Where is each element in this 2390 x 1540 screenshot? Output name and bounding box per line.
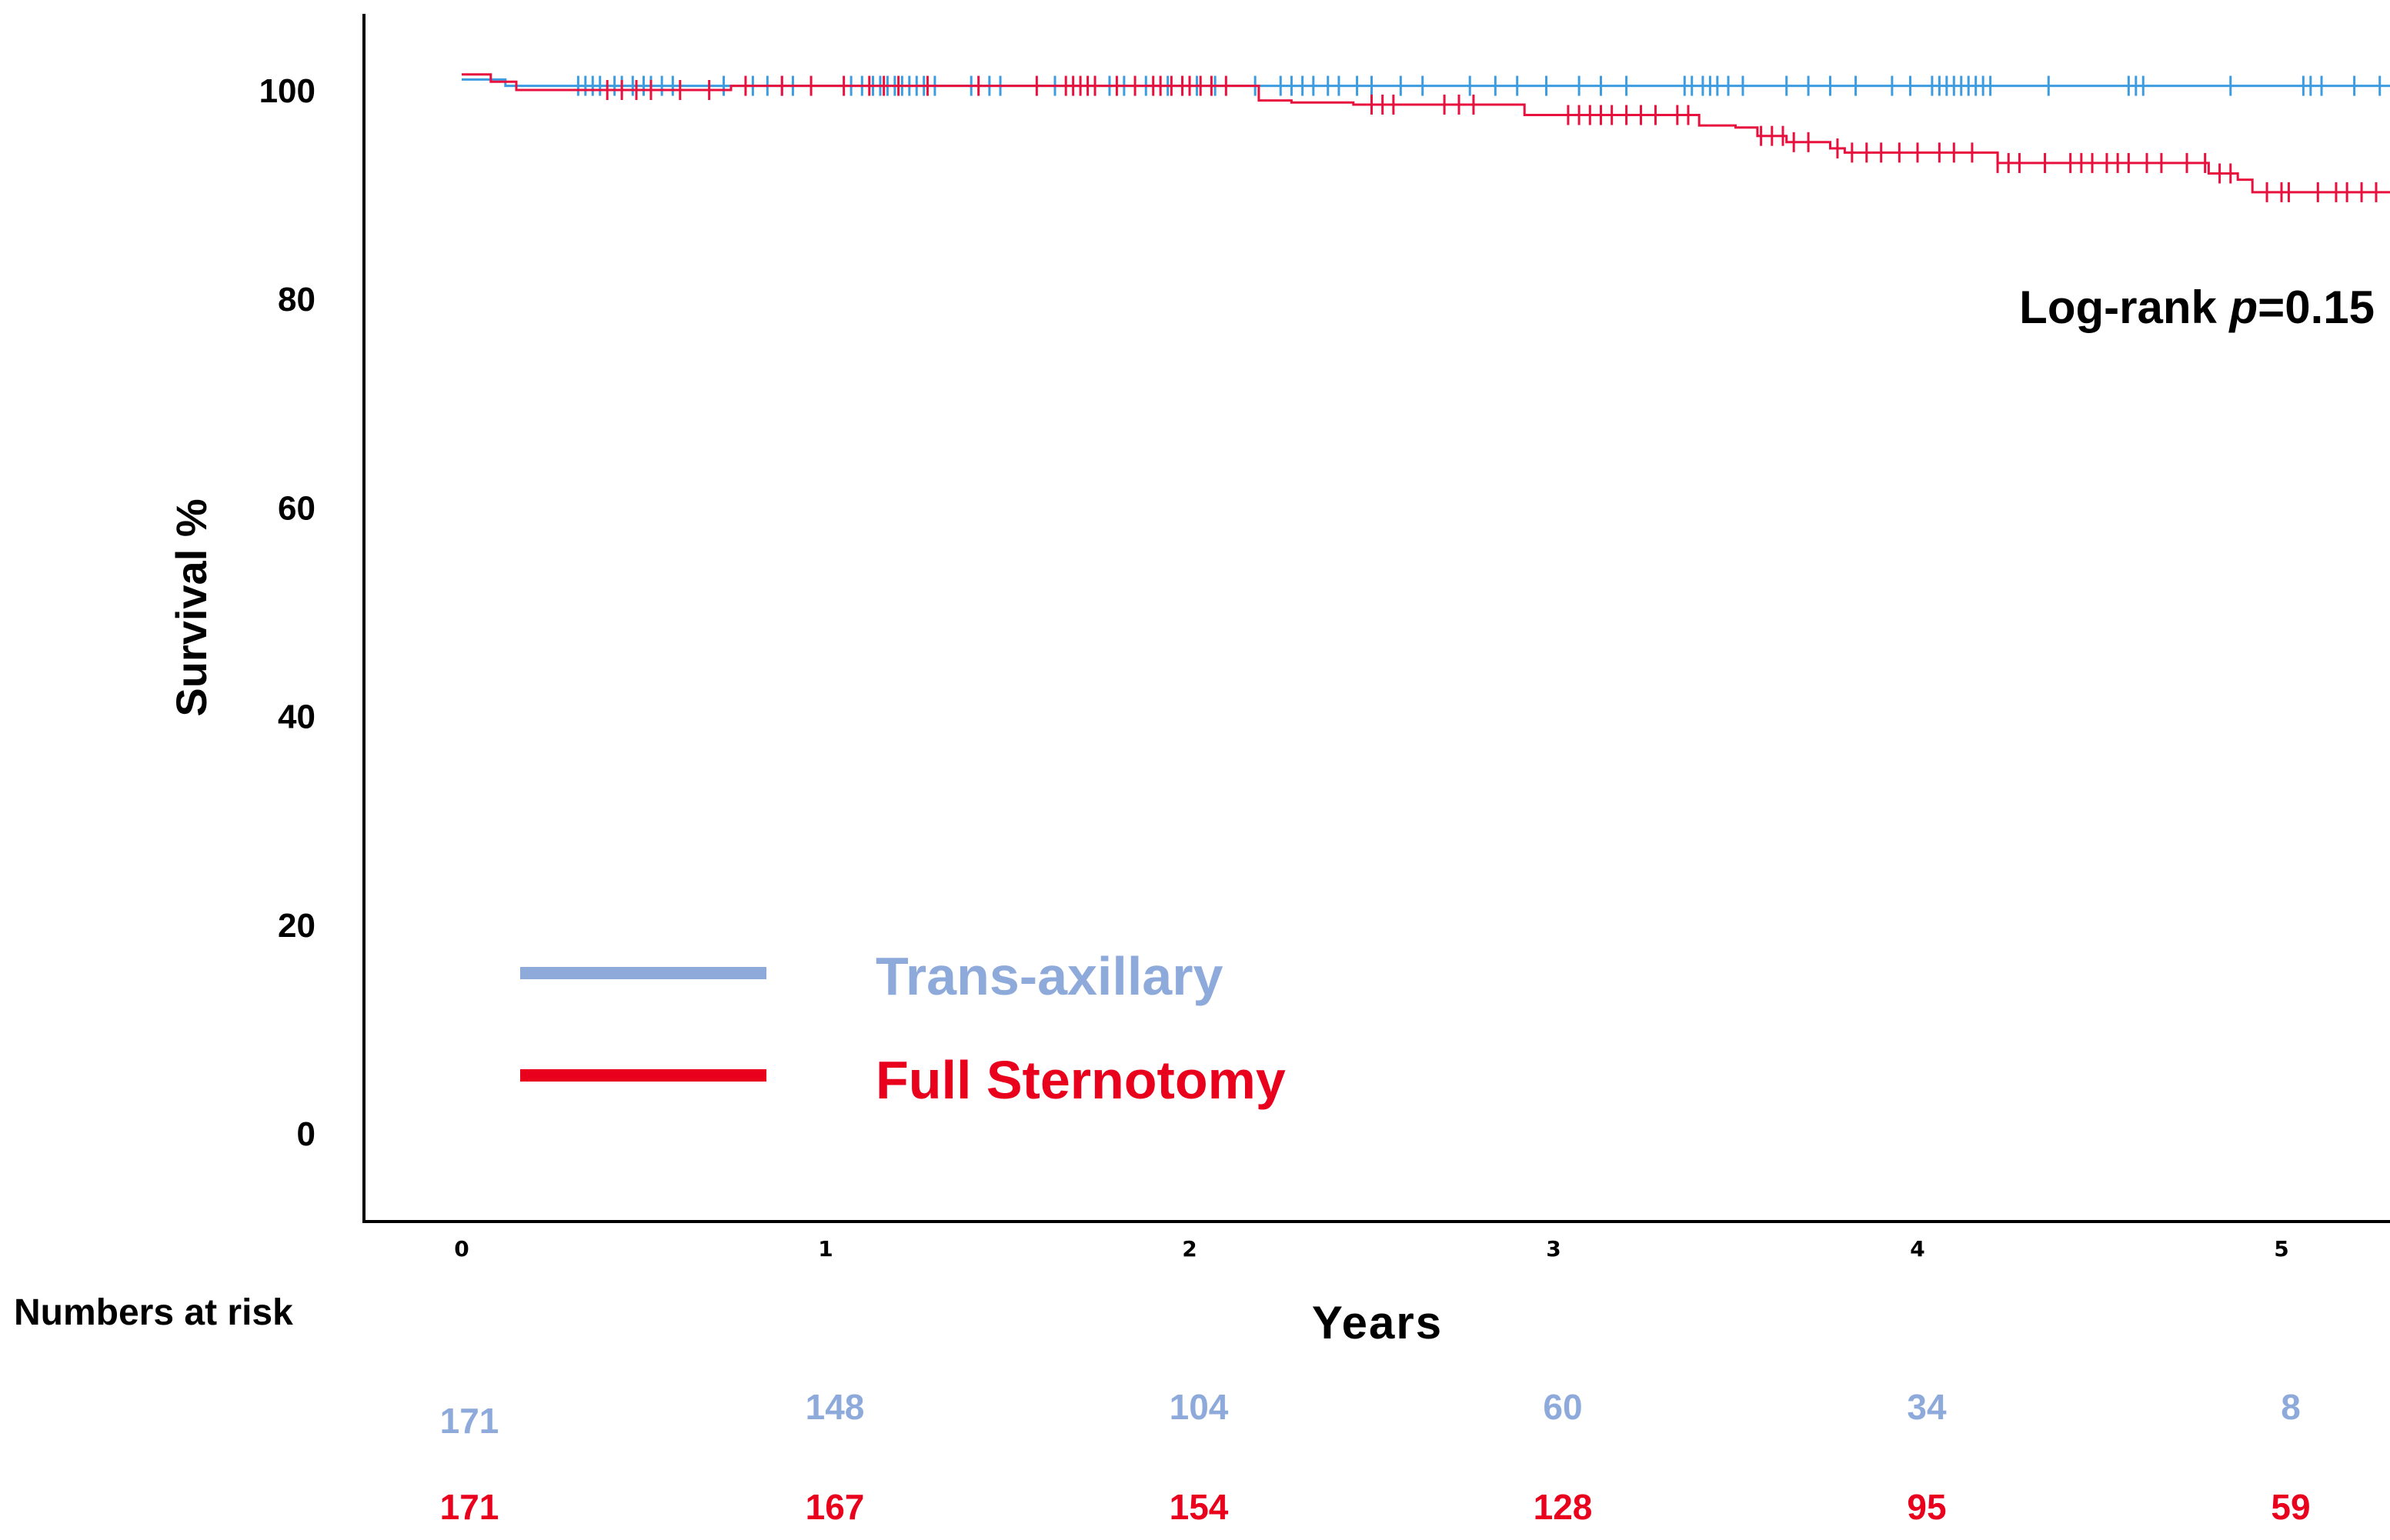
risk-count-full-sternotomy: 128 [1534, 1487, 1593, 1527]
legend: Trans-axillary Full Sternotomy [520, 946, 1286, 1110]
y-tick-label-80: 80 [278, 281, 315, 318]
y-tick-label-60: 60 [278, 489, 315, 527]
risk-count-full-sternotomy: 154 [1170, 1487, 1229, 1527]
numbers-at-risk-heading: Numbers at risk [14, 1292, 293, 1333]
x-tick-labels: 0 1 2 3 4 5 [454, 1236, 2288, 1262]
legend-label-trans-axillary: Trans-axillary [876, 946, 1223, 1006]
logrank-annotation: Log-rank p=0.15 [2019, 282, 2375, 333]
risk-count-trans-axillary: 104 [1170, 1387, 1229, 1427]
y-axis-title: Survival % [167, 498, 215, 716]
y-tick-label-20: 20 [278, 907, 315, 945]
x-tick-label-5: 5 [2274, 1236, 2288, 1262]
y-tick-label-100: 100 [259, 72, 315, 110]
survival-curve-full-sternotomy [462, 73, 2390, 194]
risk-count-full-sternotomy: 171 [440, 1487, 499, 1527]
risk-count-trans-axillary: 8 [2281, 1387, 2301, 1427]
risk-count-trans-axillary: 34 [1907, 1387, 1947, 1427]
axes [362, 14, 2390, 1223]
x-tick-label-1: 1 [818, 1236, 833, 1262]
x-tick-label-0: 0 [454, 1236, 469, 1262]
y-tick-labels: 0 20 40 60 80 100 [259, 72, 315, 1153]
numbers-at-risk-table: Numbers at risk 171 148 104 60 34 8 171 167 154 1… [14, 1292, 2311, 1527]
y-tick-label-40: 40 [278, 698, 315, 736]
x-tick-label-3: 3 [1546, 1236, 1561, 1262]
risk-count-full-sternotomy: 167 [806, 1487, 865, 1527]
risk-count-full-sternotomy: 59 [2271, 1487, 2310, 1527]
risk-count-full-sternotomy: 95 [1907, 1487, 1946, 1527]
risk-count-trans-axillary: 171 [440, 1401, 499, 1441]
y-tick-label-0: 0 [297, 1115, 315, 1153]
legend-label-full-sternotomy: Full Sternotomy [876, 1050, 1286, 1110]
risk-count-trans-axillary: 148 [806, 1387, 865, 1427]
risk-count-trans-axillary: 60 [1543, 1387, 1582, 1427]
x-axis-title: Years [1312, 1297, 1443, 1348]
series-full-sternotomy [462, 73, 2390, 202]
series-layer [462, 73, 2390, 202]
x-tick-label-2: 2 [1182, 1236, 1197, 1262]
x-tick-label-4: 4 [1910, 1236, 1924, 1262]
